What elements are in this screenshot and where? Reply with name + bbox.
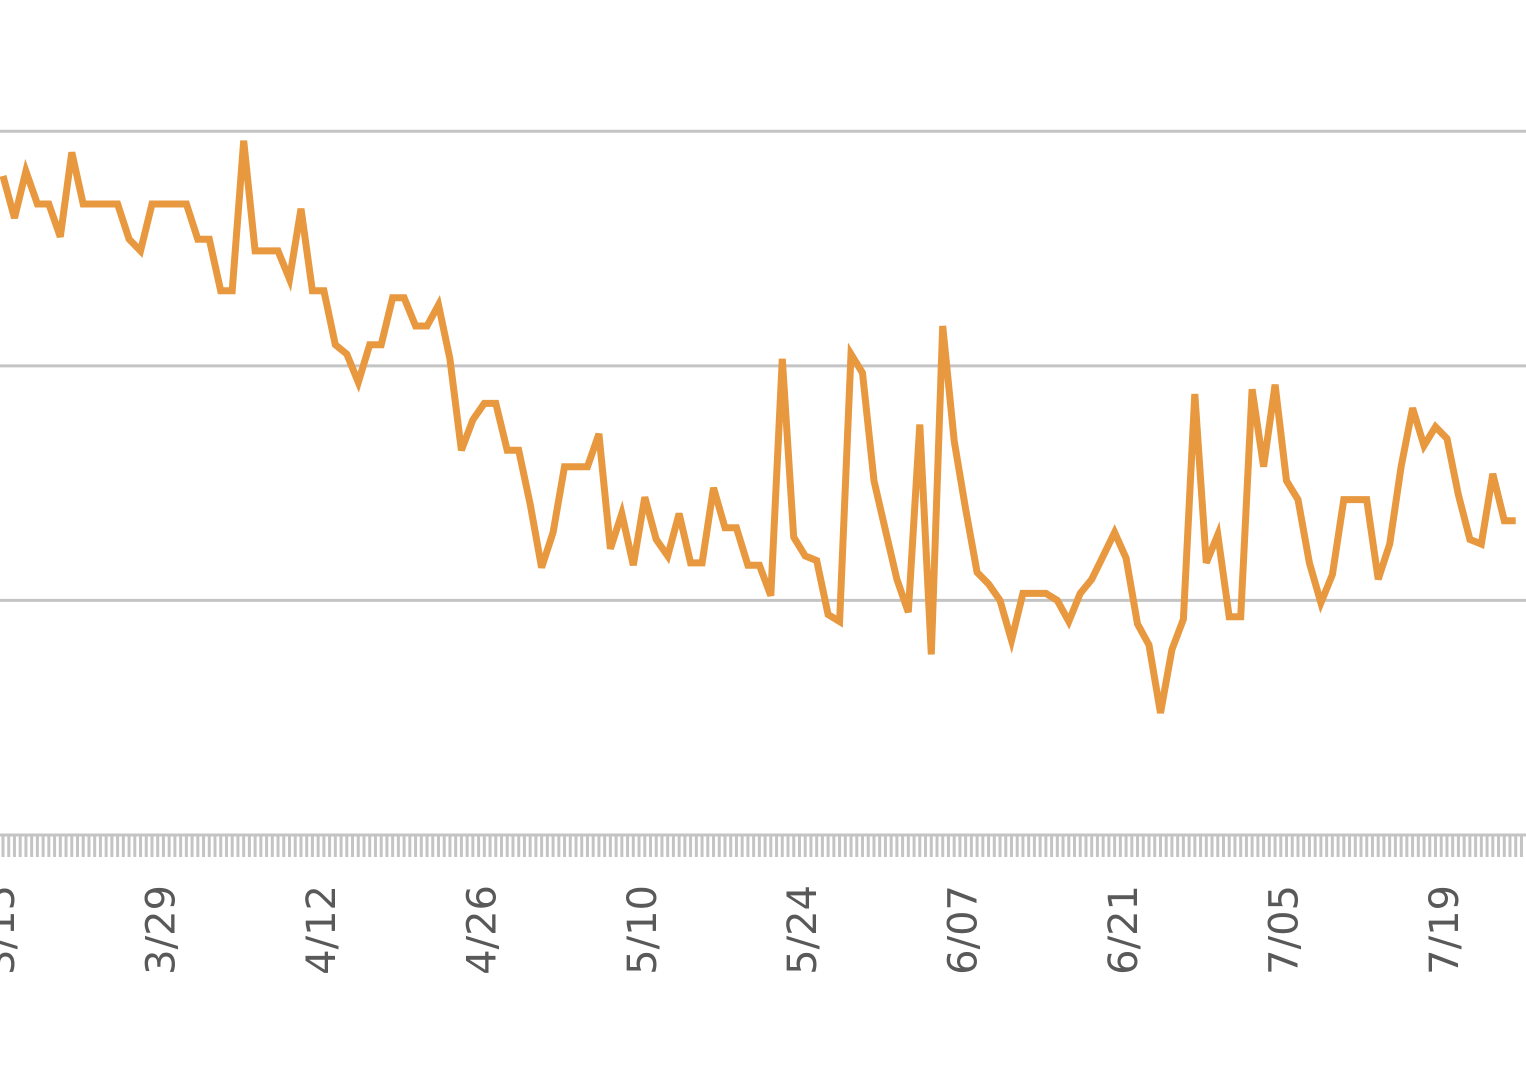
x-tick-label: 6/07 bbox=[941, 885, 987, 975]
x-tick-label: 3/15 bbox=[0, 885, 24, 975]
x-tick-label: 3/29 bbox=[138, 885, 184, 975]
data-line bbox=[0, 140, 1516, 714]
x-tick-label: 4/12 bbox=[299, 885, 345, 975]
x-tick-label: 6/21 bbox=[1101, 885, 1147, 975]
x-tick-label: 5/10 bbox=[620, 885, 666, 975]
x-tick-label: 5/24 bbox=[780, 885, 826, 975]
x-tick-label: 4/26 bbox=[459, 885, 505, 975]
x-tick-label: 7/19 bbox=[1422, 885, 1468, 975]
x-tick-label: 7/05 bbox=[1262, 885, 1308, 975]
